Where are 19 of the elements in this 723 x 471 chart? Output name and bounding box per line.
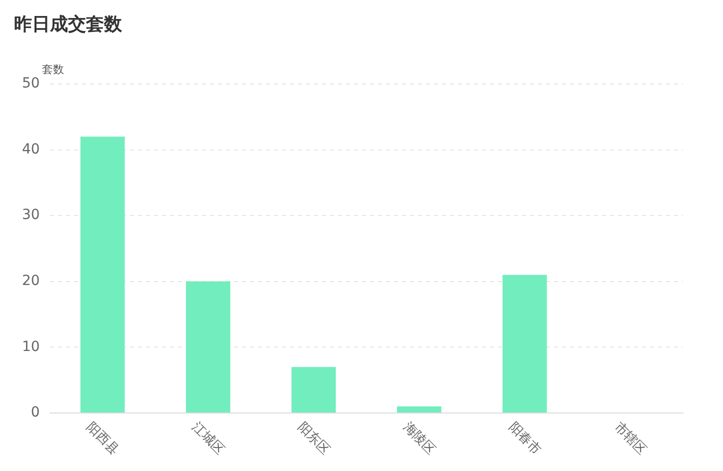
y-axis-title: 套数 xyxy=(42,62,64,77)
bar xyxy=(291,366,336,412)
bar xyxy=(186,281,230,412)
chart-title: 昨日成交套数 xyxy=(14,13,122,36)
bar xyxy=(502,274,547,412)
y-tick-label: 20 xyxy=(22,273,40,290)
x-tick-label: 海陵区 xyxy=(400,420,438,458)
x-tick-label: 江城区 xyxy=(188,420,228,458)
x-tick-label: 阳西县 xyxy=(83,420,122,458)
x-tick-label: 阳春市 xyxy=(505,420,544,458)
x-tick-label: 市辖区 xyxy=(611,420,650,458)
y-tick-label: 50 xyxy=(22,76,40,92)
y-tick-label: 10 xyxy=(22,338,40,355)
y-tick-label: 0 xyxy=(30,404,40,421)
bar xyxy=(80,136,125,412)
bar xyxy=(397,406,442,412)
y-tick-label: 30 xyxy=(22,207,40,224)
y-tick-label: 40 xyxy=(22,141,40,158)
x-tick-label: 阳东区 xyxy=(294,420,333,458)
